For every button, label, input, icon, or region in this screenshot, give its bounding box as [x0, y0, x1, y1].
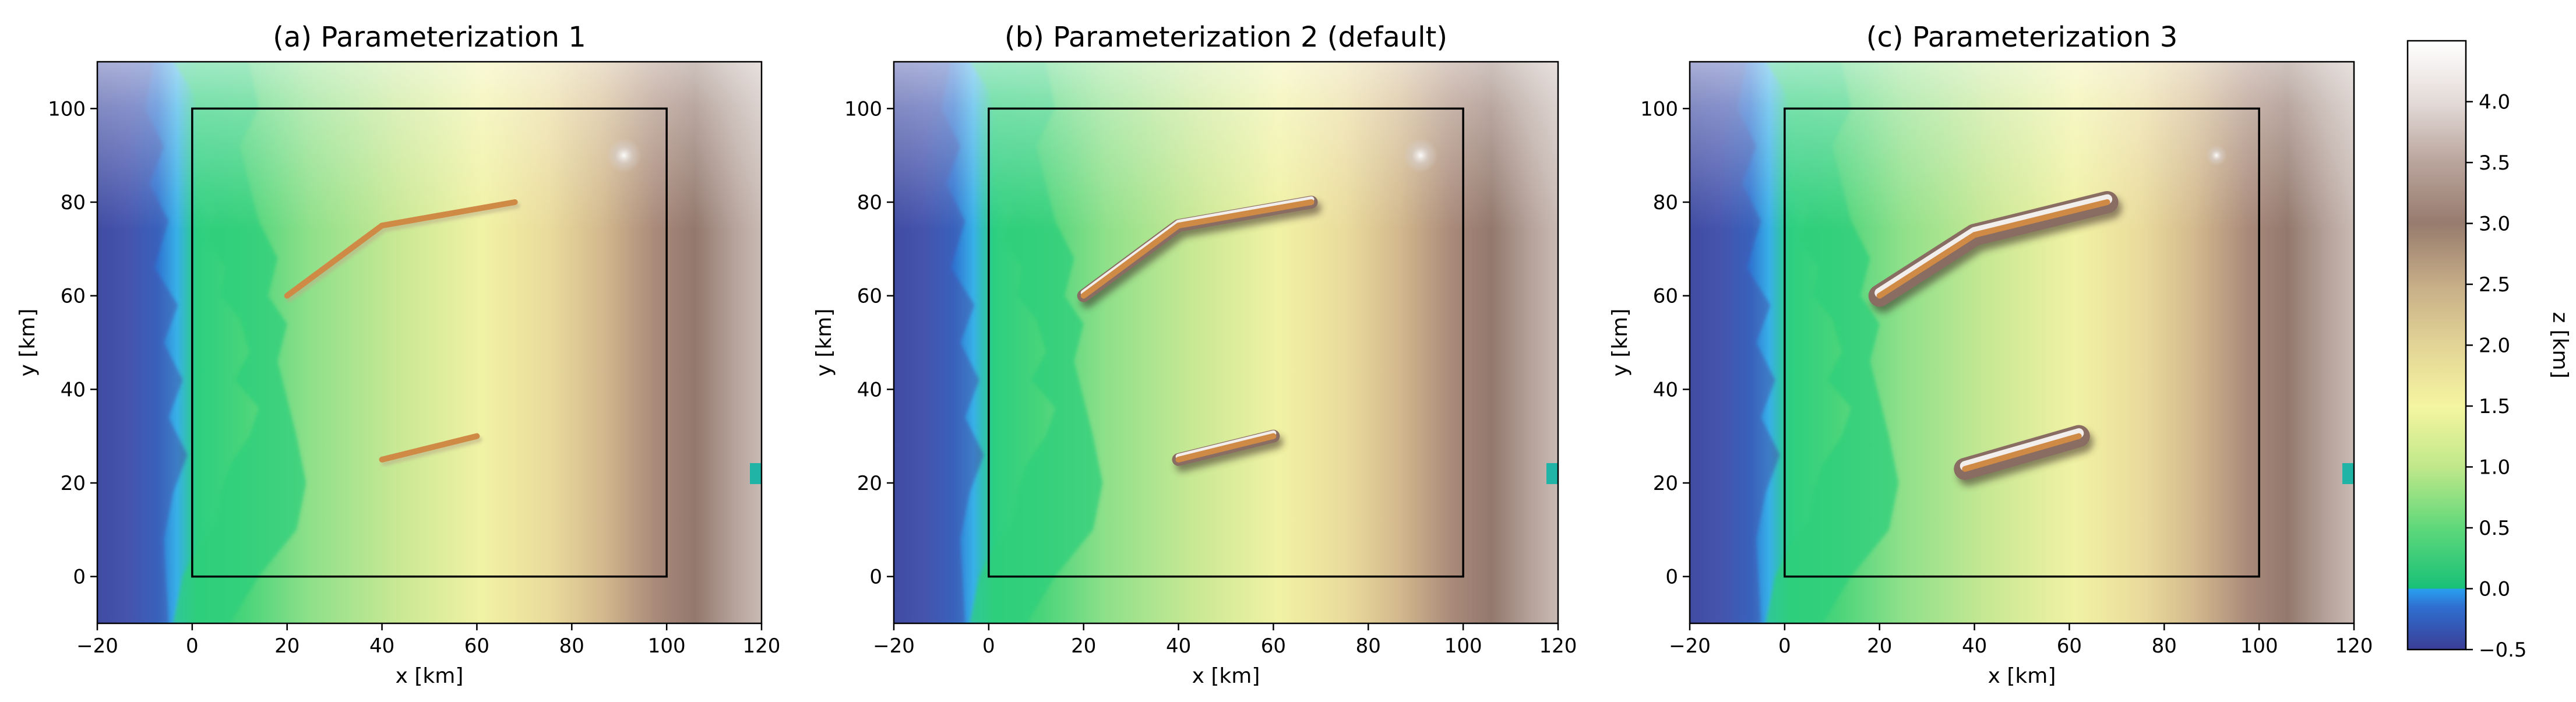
domain-box [191, 107, 668, 578]
x-tick-label: −20 [76, 634, 118, 658]
ridge-line [284, 199, 518, 299]
ridge-line [1080, 199, 1315, 299]
x-tick-label: 100 [648, 634, 686, 658]
terrain-map [97, 62, 762, 623]
y-tick-label: 20 [61, 472, 86, 495]
x-tick-label: 0 [186, 634, 199, 658]
panel-title: (c) Parameterization 3 [1866, 21, 2178, 54]
x-tick-label: −20 [873, 634, 915, 658]
ridge-line [379, 433, 480, 463]
y-tick-label: 20 [1653, 472, 1678, 495]
terrain-map [1690, 62, 2354, 623]
colorbar-tick-label: 1.5 [2479, 395, 2510, 418]
edge-marker [1546, 463, 1558, 484]
y-tick-label: 20 [857, 472, 882, 495]
x-tick-label: 120 [2335, 634, 2373, 658]
ridge-line [1876, 199, 2110, 299]
colorbar-label: z [km] [2548, 312, 2572, 378]
y-tick-label: 80 [857, 191, 882, 214]
panel-title: (a) Parameterization 1 [273, 21, 586, 54]
y-tick-label: 40 [1653, 378, 1678, 401]
axes-frame [96, 61, 763, 625]
y-tick-label: 60 [857, 285, 882, 308]
colorbar-tick-label: 4.0 [2479, 91, 2510, 114]
x-tick-label: 0 [982, 634, 995, 658]
colorbar: −0.5 0.0 0.5 1.0 1.5 2.0 2.5 3.0 3.5 4.0 z [km] [2406, 40, 2572, 662]
y-tick-label: 0 [869, 566, 882, 589]
edge-marker [2342, 463, 2354, 484]
x-tick-label: 20 [274, 634, 299, 658]
axes-frame [1689, 61, 2355, 625]
x-tick-label: 120 [1539, 634, 1577, 658]
x-tick-label: 40 [369, 634, 394, 658]
x-axis-label: x [km] [396, 664, 464, 688]
ridge-line [1962, 433, 2082, 472]
x-axis-label: x [km] [1988, 664, 2056, 688]
colorbar-tick-label: 1.0 [2479, 456, 2510, 479]
x-tick-label: 80 [559, 634, 584, 658]
y-axis-label: y [km] [812, 309, 836, 377]
x-tick-label: 100 [2240, 634, 2278, 658]
y-axis-label: y [km] [16, 309, 40, 377]
x-axis-label: x [km] [1192, 664, 1260, 688]
x-tick-label: 60 [2057, 634, 2082, 658]
x-tick-label: 0 [1778, 634, 1791, 658]
x-tick-label: 80 [1356, 634, 1381, 658]
x-tick-label: 40 [1962, 634, 1987, 658]
colorbar-tick-label: 3.0 [2479, 213, 2510, 236]
y-axis-label: y [km] [1608, 309, 1632, 377]
x-tick-label: 60 [464, 634, 489, 658]
y-tick-label: 100 [844, 97, 882, 121]
y-tick-label: 40 [61, 378, 86, 401]
colorbar-tick-label: 0.0 [2479, 578, 2510, 601]
panel-title: (b) Parameterization 2 (default) [1005, 21, 1447, 54]
domain-box [1784, 107, 2260, 578]
terrain-map [894, 62, 1558, 623]
colorbar-tick-label: 2.5 [2479, 273, 2510, 297]
y-tick-label: 60 [1653, 285, 1678, 308]
x-tick-label: 20 [1071, 634, 1096, 658]
y-tick-label: 80 [1653, 191, 1678, 214]
ridge-shadow [1175, 435, 1284, 472]
y-tick-label: 100 [48, 97, 86, 121]
y-tick-label: 60 [61, 285, 86, 308]
panel-3: −20 0 20 40 60 80 100 120 0 20 40 60 80 100 (c) Parame… [1608, 21, 2373, 688]
x-tick-label: 100 [1444, 634, 1482, 658]
panel-1: −20 0 20 40 60 80 100 120 0 20 40 60 80 100 (a) Parame… [16, 21, 780, 688]
panel-2: −20 0 20 40 60 80 100 120 0 20 40 60 80 100 (b) Parame… [812, 21, 1577, 688]
y-tick-label: 0 [73, 566, 86, 589]
y-tick-label: 40 [857, 378, 882, 401]
domain-box [988, 107, 1464, 578]
colorbar-tick-label: −0.5 [2479, 638, 2527, 662]
x-tick-label: 60 [1261, 634, 1286, 658]
colorbar-tick-label: 2.0 [2479, 334, 2510, 358]
x-tick-label: 40 [1166, 634, 1191, 658]
x-tick-label: −20 [1669, 634, 1711, 658]
colorbar-tick-label: 3.5 [2479, 151, 2510, 175]
y-tick-label: 0 [1665, 566, 1678, 589]
axes-frame [893, 61, 1559, 625]
x-tick-label: 120 [743, 634, 781, 658]
x-tick-label: 80 [2152, 634, 2177, 658]
y-tick-label: 80 [61, 191, 86, 214]
y-tick-label: 100 [1640, 97, 1678, 121]
colorbar-gradient [2406, 40, 2467, 651]
ridge-line [1175, 433, 1277, 463]
colorbar-tick-label: 0.5 [2479, 517, 2510, 540]
x-tick-label: 20 [1867, 634, 1892, 658]
edge-marker [750, 463, 762, 484]
